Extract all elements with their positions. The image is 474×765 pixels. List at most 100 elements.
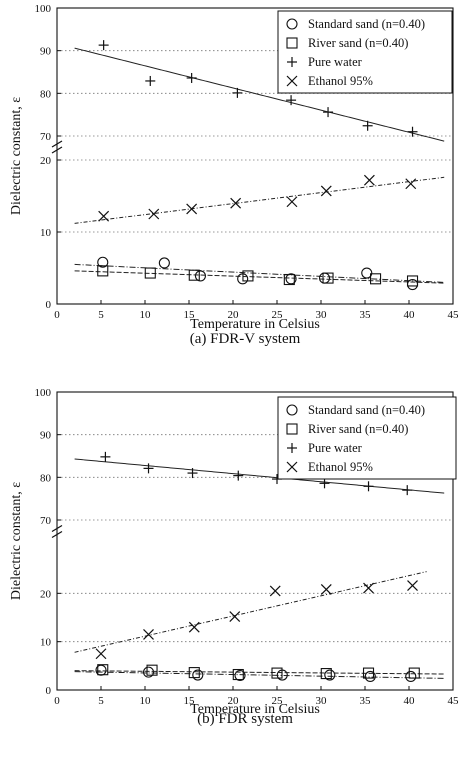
x-tick-label: 25 — [272, 309, 284, 321]
legend-marker-square-shape — [286, 423, 298, 435]
x-tick-label: 10 — [140, 309, 152, 321]
data-point-square-shape — [144, 267, 156, 279]
data-point-circle-shape — [405, 670, 417, 683]
data-point-plus — [402, 485, 413, 496]
data-point-plus — [323, 107, 334, 118]
legend-marker-x-b — [286, 75, 298, 87]
legend-marker-plus — [287, 57, 297, 67]
series-square — [74, 265, 445, 287]
data-point-x — [363, 174, 375, 186]
x-tick-label: 35 — [360, 695, 372, 707]
data-point-x — [363, 582, 374, 594]
data-point-circle-shape — [158, 257, 170, 269]
x-tick-label: 0 — [54, 309, 60, 321]
axis-break — [51, 140, 63, 154]
legend-label: Standard sand (n=0.40) — [308, 403, 425, 417]
series-x — [74, 174, 445, 224]
data-point-square — [283, 273, 295, 286]
data-point-x — [320, 584, 332, 595]
data-point-circle — [318, 272, 331, 284]
data-point-x-b — [407, 580, 418, 592]
legend-label: Standard sand (n=0.40) — [308, 17, 425, 31]
legend-marker-x — [286, 75, 298, 87]
data-point-plus — [286, 95, 297, 106]
legend-marker-square — [286, 37, 298, 49]
data-point-square — [188, 667, 200, 679]
data-point-circle — [158, 257, 170, 269]
data-point-x-b — [148, 208, 160, 220]
data-point-x-b — [405, 178, 417, 190]
data-point-x — [229, 611, 241, 622]
legend-marker-circle — [286, 404, 298, 416]
data-point-circle-shape — [361, 267, 373, 279]
data-point-square — [97, 265, 109, 277]
data-point-square — [146, 664, 158, 676]
axis-break — [51, 524, 63, 539]
data-point-square-shape — [188, 667, 200, 679]
data-point-x — [148, 208, 160, 220]
data-point-square-shape — [242, 270, 254, 282]
legend-marker-circle-shape — [286, 18, 298, 30]
data-point-x — [98, 210, 110, 222]
plot-frame — [56, 391, 454, 691]
data-point-circle-shape — [285, 273, 297, 285]
data-point-x-b — [320, 584, 332, 595]
data-point-x — [269, 585, 281, 597]
legend-marker-square-shape — [286, 37, 298, 49]
y-tick-label: 20 — [40, 155, 52, 167]
y-tick-label: 10 — [40, 637, 52, 649]
x-tick-label: 15 — [184, 695, 196, 707]
chart-panel-1: 0 5 10 15 20 25 30 35 40 45 70 80 90 100 0 10 20 Dielectr… — [9, 3, 459, 347]
x-tick-label: 25 — [272, 695, 284, 707]
x-tick-label: 30 — [316, 695, 328, 707]
series-plus — [74, 451, 445, 496]
x-axis-title: Temperature in Celsius — [190, 317, 320, 332]
data-point-circle — [192, 669, 204, 681]
data-point-square-shape — [146, 664, 158, 676]
x-tick-label: 15 — [184, 309, 196, 321]
fit-line — [74, 571, 427, 653]
legend-marker-circle — [286, 18, 298, 30]
data-point-circle — [361, 267, 373, 279]
y-tick-label: 100 — [35, 3, 52, 15]
data-point-circle-shape — [324, 669, 336, 681]
x-tick-label: 20 — [228, 695, 240, 707]
x-tick-label: 40 — [404, 309, 416, 321]
y-tick-label: 90 — [40, 430, 52, 442]
data-point-plus — [362, 120, 373, 131]
y-tick-label: 70 — [40, 515, 52, 527]
x-tick-label: 35 — [360, 309, 372, 321]
data-point-x-b — [229, 611, 241, 622]
legend-marker-circle-shape — [286, 404, 298, 416]
x-axis: 0 5 10 15 20 25 30 35 40 45 — [54, 686, 459, 707]
data-point-x-b — [363, 174, 375, 186]
legend-marker-x-b — [286, 461, 298, 473]
data-point-circle-shape — [142, 666, 155, 678]
legend-marker-plus — [287, 443, 297, 453]
data-point-circle — [194, 270, 206, 282]
fit-line — [74, 47, 445, 142]
legend-box — [277, 10, 453, 94]
data-point-plus — [100, 451, 111, 462]
data-point-square-shape — [362, 667, 375, 679]
data-point-plus — [233, 470, 244, 481]
data-point-square-shape — [322, 272, 334, 284]
data-point-plus — [186, 72, 197, 83]
data-point-square-shape — [283, 273, 295, 286]
data-point-square — [322, 272, 334, 284]
series-square — [74, 664, 445, 681]
data-point-square — [144, 267, 156, 279]
series-x — [74, 571, 427, 660]
data-point-square — [408, 667, 420, 679]
data-point-x-b — [320, 185, 332, 197]
data-point-circle — [142, 666, 155, 678]
plot-frame — [56, 7, 454, 305]
x-tick-label: 0 — [54, 695, 60, 707]
data-point-plus — [98, 40, 109, 51]
data-point-square — [320, 668, 332, 680]
data-point-x — [286, 196, 298, 208]
data-point-circle-shape — [364, 670, 376, 683]
data-point-square-shape — [97, 664, 109, 676]
x-tick-label: 5 — [98, 309, 104, 321]
